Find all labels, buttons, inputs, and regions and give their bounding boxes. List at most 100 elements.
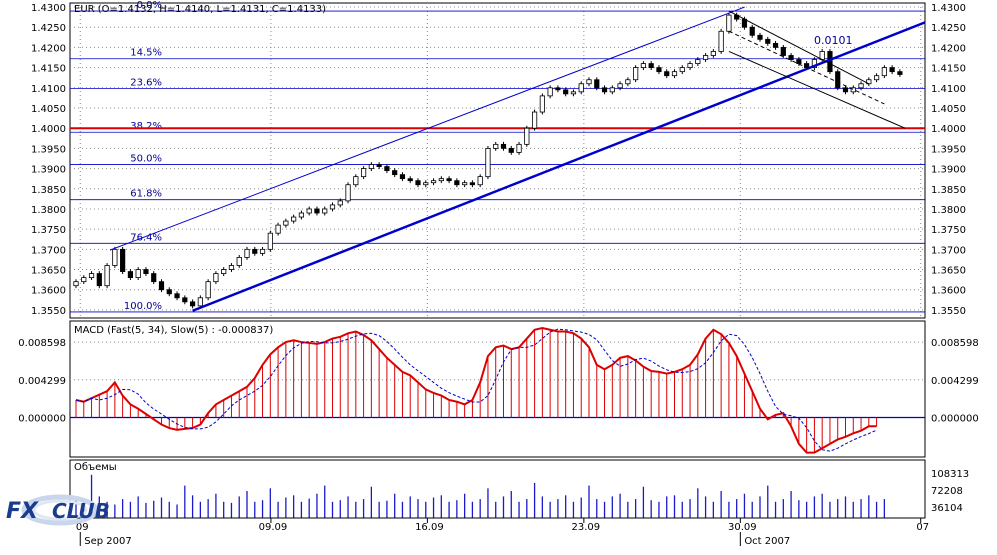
candle-body [291, 216, 297, 222]
candle-body [539, 95, 545, 113]
candle-body [718, 30, 724, 52]
svg-text:FX: FX [6, 499, 39, 524]
candle-body [112, 248, 118, 266]
fxclub-logo: FX CLUB [6, 494, 110, 526]
down-channel-lower [728, 51, 906, 129]
candle-body [842, 87, 849, 93]
y-tick-right: 0.008598 [931, 338, 979, 349]
candle-body [166, 289, 172, 295]
candle-body [73, 281, 79, 287]
candle-body [399, 174, 406, 180]
candle-body [780, 47, 786, 56]
candle-body [477, 176, 483, 186]
candle-body [586, 79, 592, 85]
candle-body [151, 273, 157, 283]
y-tick-left: 1.3950 [31, 144, 66, 155]
panel-frame [69, 2, 926, 319]
candle-body [757, 34, 763, 40]
volume-panel[interactable]: 108313 72208 36104 [69, 459, 969, 519]
y-tick-right: 1.3700 [931, 245, 966, 256]
candle-body [531, 111, 538, 129]
candle-body [368, 164, 374, 169]
candle-body [772, 42, 779, 48]
fib-level-label: 50.0% [130, 154, 162, 165]
candle-body [392, 170, 398, 176]
y-tick-right: 1.3950 [931, 144, 966, 155]
down-channel-mid [728, 30, 885, 105]
candle-body [508, 147, 514, 153]
fib-annotation: 0.0101 [814, 34, 853, 47]
y-tick-right: 108313 [931, 469, 969, 480]
candle-body [197, 297, 203, 307]
candle-body [563, 89, 569, 95]
y-tick-right: 72208 [931, 486, 963, 497]
candle-body [174, 293, 180, 299]
macd-panel[interactable]: 0.008598 0.008598 0.004299 0.004299 0.000000… [18, 320, 979, 458]
candle-body [127, 271, 134, 279]
candle-body [493, 143, 499, 149]
panel-frame [69, 459, 926, 519]
y-tick-right: 36104 [931, 503, 963, 514]
candle-body [850, 87, 856, 93]
y-tick-left: 1.3600 [31, 286, 66, 297]
candle-body [283, 220, 289, 226]
candle-body [578, 83, 584, 93]
candle-body [446, 178, 452, 182]
y-tick-left: 1.3800 [31, 205, 66, 216]
trend-line [192, 21, 926, 312]
y-tick-left: 0.000000 [18, 414, 66, 425]
month-label: Oct 2007 [744, 536, 790, 547]
candle-body [547, 87, 553, 97]
candle-body [625, 79, 631, 85]
candle-body [609, 87, 615, 93]
volume-legend: Объемы [74, 462, 117, 473]
month-label: Sep 2007 [84, 536, 131, 547]
price-panel[interactable]: 1.4300 1.4300 1.4250 1.4250 1.4200 1.4200 1.41… [31, 0, 966, 518]
candle-body [252, 248, 258, 254]
y-tick-right: 1.4250 [931, 23, 966, 34]
candle-body [687, 63, 693, 69]
candle-body [469, 182, 476, 186]
y-tick-left: 1.3550 [31, 306, 66, 317]
candle-body [244, 248, 250, 258]
time-tick-label: 23.09 [572, 522, 601, 533]
candle-body [500, 143, 507, 149]
candle-body [104, 265, 110, 287]
y-tick-right: 0.004299 [931, 376, 979, 387]
y-tick-left: 1.4200 [31, 43, 66, 54]
y-tick-right: 1.4150 [931, 64, 966, 75]
time-axis[interactable]: 09 09.09 16.09 23.09 30.09 07 Sep 2007 Oct 2007 [70, 517, 929, 547]
candle-body [858, 83, 864, 89]
candle-body [236, 257, 242, 266]
candle-body [633, 67, 639, 81]
time-tick-label: 09 [76, 522, 89, 533]
candle-body [679, 67, 685, 73]
candle-body [524, 127, 530, 145]
y-tick-left: 1.3900 [31, 165, 66, 176]
y-tick-right: 1.4050 [931, 104, 966, 115]
fib-level-label: 61.8% [130, 189, 162, 200]
candle-body [205, 281, 211, 299]
macd-line [75, 326, 877, 454]
time-tick-label: 30.09 [728, 522, 757, 533]
svg-text:CLUB: CLUB [52, 499, 110, 523]
candle-body [267, 232, 273, 250]
candle-body [337, 200, 343, 206]
y-tick-right: 1.4000 [931, 124, 966, 135]
y-tick-right: 1.4100 [931, 84, 966, 95]
candle-body [788, 55, 794, 60]
candle-body [485, 147, 491, 178]
candle-body [376, 164, 382, 167]
candle-body [275, 224, 281, 234]
candle-body [135, 269, 141, 279]
candle-body [796, 59, 802, 64]
y-tick-left: 1.4150 [31, 64, 66, 75]
y-tick-right: 1.3850 [931, 185, 966, 196]
price-legend: EUR (O=1.4132, H=1.4140, L=1.4131, C=1.4… [74, 4, 326, 15]
macd-legend: MACD (Fast(5, 34), Slow(5) : -0.000837) [74, 325, 273, 336]
candle-body [353, 176, 359, 186]
candle-body [835, 71, 841, 89]
candle-body [221, 269, 227, 274]
